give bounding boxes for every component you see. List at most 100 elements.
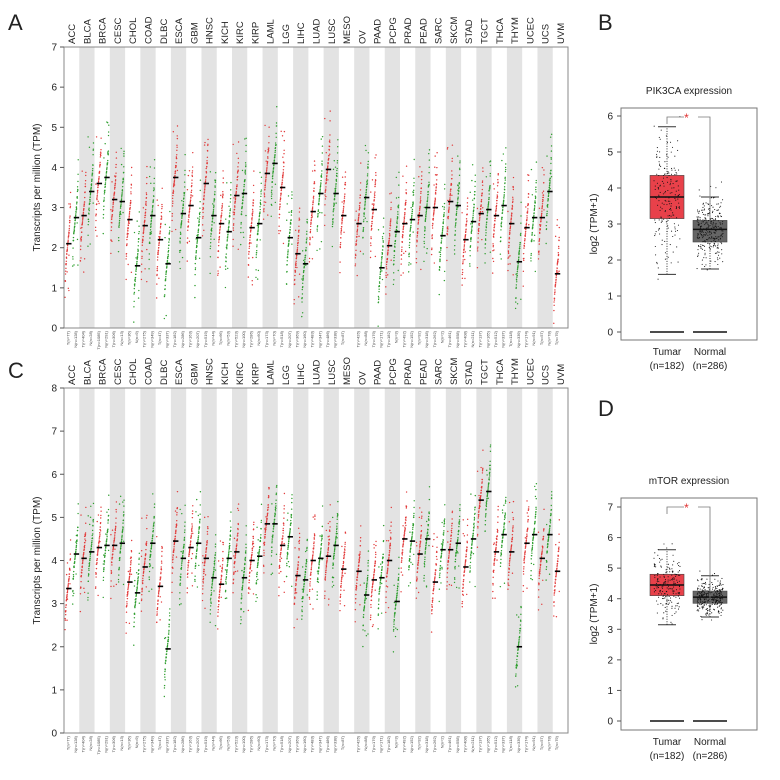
tumor-outlier-point xyxy=(111,240,113,243)
tumor-point xyxy=(268,142,270,144)
tumor-point xyxy=(187,221,190,223)
tumor-point xyxy=(145,541,148,543)
normal-point xyxy=(212,212,214,215)
normal-point xyxy=(453,249,456,251)
tumor-point xyxy=(657,278,659,280)
normal-point xyxy=(138,238,140,240)
tumor-point xyxy=(278,232,280,235)
tumor-point xyxy=(66,248,69,251)
tumor-point xyxy=(478,219,481,222)
normal-point xyxy=(409,233,411,236)
normal-point xyxy=(471,225,473,227)
normal-point xyxy=(209,272,211,275)
normal-point xyxy=(457,199,459,201)
normal-point xyxy=(545,228,548,230)
normal-point xyxy=(517,262,519,264)
normal-point xyxy=(179,251,181,253)
tumor-point xyxy=(189,199,192,202)
normal-point xyxy=(87,575,90,577)
tumor-outlier-point xyxy=(174,510,177,512)
normal-outlier-point xyxy=(484,253,486,255)
cancer-label-ucec: UCEC xyxy=(525,358,536,385)
normal-point xyxy=(198,527,200,530)
normal-point xyxy=(213,562,216,565)
normal-point xyxy=(502,208,504,211)
cancer-label-tgct: TGCT xyxy=(480,18,491,44)
tumor-point xyxy=(66,590,69,592)
cancer-label-acc: ACC xyxy=(67,24,78,44)
tumor-point xyxy=(65,610,67,612)
tumor-point xyxy=(159,230,162,232)
normal-point xyxy=(530,254,532,256)
tumor-point xyxy=(267,148,270,151)
tumor-point xyxy=(493,233,495,235)
normal-point xyxy=(381,255,383,258)
normal-point xyxy=(364,198,367,200)
normal-point xyxy=(469,263,471,265)
normal-point xyxy=(705,202,707,204)
tumor-point xyxy=(161,205,163,208)
normal-point xyxy=(196,239,199,242)
tumor-point xyxy=(263,204,265,206)
tumor-point xyxy=(538,240,540,242)
tumor-point xyxy=(83,207,85,210)
tumor-point xyxy=(400,274,402,276)
tumor-point xyxy=(374,181,376,183)
tumor-point xyxy=(401,241,404,244)
normal-point xyxy=(716,203,718,205)
tumor-point xyxy=(657,267,659,269)
tumor-outlier-point xyxy=(145,586,147,588)
normal-outlier-point xyxy=(180,550,182,553)
normal-point xyxy=(229,212,231,214)
normal-outlier-point xyxy=(395,176,398,179)
tumor-point xyxy=(326,174,328,177)
normal-point xyxy=(704,224,706,226)
normal-point xyxy=(287,252,289,254)
normal-point xyxy=(199,518,201,521)
tumor-sample-label: T(n=87) xyxy=(340,330,345,345)
tumor-point xyxy=(464,233,467,236)
tumor-point xyxy=(451,174,453,176)
normal-outlier-point xyxy=(76,238,79,241)
tumor-point xyxy=(142,577,144,579)
tumor-point xyxy=(220,219,222,221)
normal-point xyxy=(105,540,108,542)
normal-point xyxy=(271,177,274,180)
normal-point xyxy=(393,254,396,257)
background-band xyxy=(109,47,126,328)
tumor-point xyxy=(248,253,250,255)
normal-outlier-point xyxy=(470,223,472,225)
tumor-outlier-point xyxy=(80,514,82,516)
tumor-point xyxy=(667,256,669,258)
tumor-point xyxy=(143,562,146,564)
normal-point xyxy=(74,557,76,559)
normal-point xyxy=(500,236,502,238)
normal-outlier-point xyxy=(518,251,520,254)
tumor-point xyxy=(663,218,665,220)
normal-point xyxy=(73,230,75,233)
normal-point xyxy=(274,147,277,149)
normal-point xyxy=(722,261,724,263)
tumor-point xyxy=(420,178,423,181)
normal-point xyxy=(711,223,713,225)
normal-point xyxy=(715,215,717,218)
tumor-point xyxy=(65,604,67,606)
tumor-sample-label: T(n=1085) xyxy=(96,330,101,349)
tumor-point xyxy=(326,171,328,173)
normal-sample-label: N(n=207) xyxy=(195,735,200,752)
tumor-point xyxy=(522,252,525,255)
normal-outlier-point xyxy=(489,251,492,253)
tumor-point xyxy=(388,241,390,243)
normal-point xyxy=(515,284,518,286)
y-tick-label: 3 xyxy=(51,203,57,214)
normal-outlier-point xyxy=(107,549,110,552)
tumor-point xyxy=(656,156,658,159)
tumor-point xyxy=(115,508,117,511)
tumor-point xyxy=(357,221,359,224)
tumor-point xyxy=(67,237,70,239)
tumor-point xyxy=(110,571,113,573)
background-band xyxy=(201,47,217,328)
normal-point xyxy=(442,221,445,223)
normal-point xyxy=(707,234,709,236)
tumor-point xyxy=(176,146,178,149)
